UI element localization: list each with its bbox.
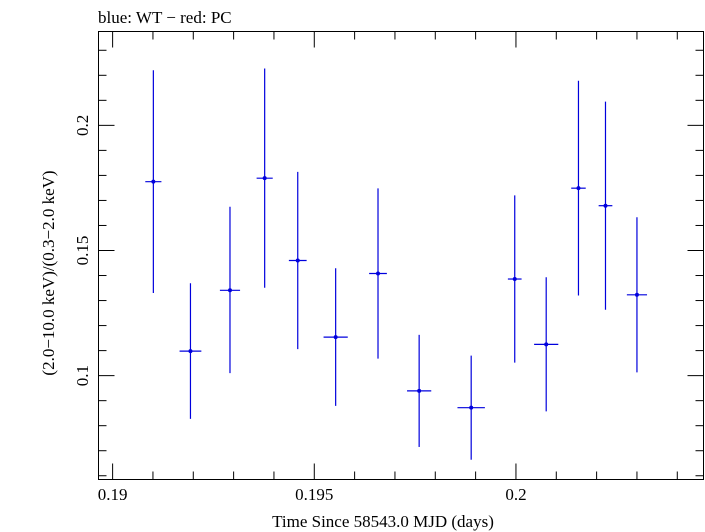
point-marker: [634, 292, 639, 297]
data-point: [145, 70, 162, 294]
data-point: [534, 277, 559, 412]
tick-labels: 0.19 0.195 0.2 0.1 0.15 0.2: [73, 115, 527, 504]
y-tick-label: 0.1: [73, 365, 92, 386]
data-point: [507, 195, 522, 363]
data-point: [323, 268, 348, 406]
point-marker: [544, 342, 549, 347]
point-marker: [333, 335, 338, 340]
x-tick-label: 0.19: [98, 485, 128, 504]
x-tick-label: 0.2: [505, 485, 526, 504]
point-marker: [376, 271, 381, 276]
point-marker: [295, 258, 300, 263]
data-point: [598, 101, 613, 310]
x-axis-label: Time Since 58543.0 MJD (days): [272, 512, 494, 531]
data-point: [457, 355, 485, 460]
data-point: [369, 188, 387, 359]
point-marker: [262, 176, 267, 181]
data-point: [288, 171, 307, 350]
data-point: [256, 68, 273, 288]
point-marker: [603, 203, 608, 208]
point-marker: [512, 277, 517, 282]
chart-title: blue: WT − red: PC: [98, 8, 232, 27]
point-marker: [188, 349, 193, 354]
data-point: [571, 80, 586, 296]
y-tick-label: 0.15: [73, 236, 92, 266]
point-marker: [576, 186, 581, 191]
point-marker: [151, 179, 156, 184]
x-tick-label: 0.195: [295, 485, 333, 504]
point-marker: [469, 405, 474, 410]
plot-frame: [98, 31, 704, 480]
y-axis-label: (2.0−10.0 keV)/(0.3−2.0 keV): [39, 170, 58, 375]
point-marker: [417, 388, 422, 393]
y-tick-label: 0.2: [73, 115, 92, 136]
data-point: [407, 334, 432, 447]
data-points: [145, 68, 648, 460]
data-point: [179, 283, 202, 419]
data-point: [626, 217, 648, 373]
point-marker: [227, 288, 232, 293]
data-point: [219, 206, 241, 374]
axis-ticks: [98, 31, 704, 480]
